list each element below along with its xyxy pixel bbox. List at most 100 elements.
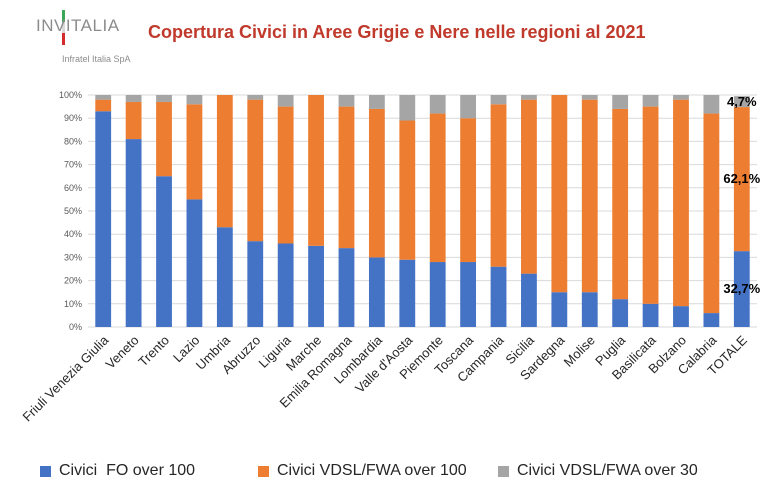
legend-item: Civici VDSL/FWA over 30 <box>498 462 698 480</box>
legend-label: Civici VDSL/FWA over 100 <box>277 462 467 479</box>
y-tick-label: 80% <box>64 136 82 146</box>
bar-segment-series-2 <box>338 95 355 107</box>
bar-segment-series-0 <box>399 259 416 327</box>
y-tick-label: 10% <box>64 299 82 309</box>
bar-segment-series-1 <box>551 95 568 293</box>
y-tick-label: 20% <box>64 276 82 286</box>
bar-segment-series-0 <box>186 199 203 327</box>
bar-segment-series-1 <box>95 99 112 112</box>
data-label: 62,1% <box>723 171 760 186</box>
y-tick-label: 60% <box>64 183 82 193</box>
bar-segment-series-2 <box>186 95 203 105</box>
bar-segment-series-1 <box>490 104 507 267</box>
logo-white-stripe <box>62 21 65 34</box>
y-axis-ticks: 0% 10% 20% 30% 40% 50% 60% 70% 80% 90% 100% <box>59 90 82 332</box>
bar-segment-series-0 <box>216 227 233 327</box>
bar-segment-series-0 <box>460 262 477 327</box>
logo-subtitle: Infratel Italia SpA <box>62 54 131 64</box>
bar-segment-series-0 <box>156 176 172 327</box>
legend-item: Civici FO over 100 <box>40 462 195 480</box>
stacked-bar-chart: 0% 10% 20% 30% 40% 50% 60% 70% 80% 90% 100% Friuli… <box>19 90 760 424</box>
bar-segment-series-2 <box>277 95 294 107</box>
y-tick-label: 100% <box>59 90 82 100</box>
bar-segment-series-1 <box>612 108 629 300</box>
x-category-label: Trento <box>135 333 172 370</box>
data-label: 32,7% <box>723 281 760 296</box>
bar-segment-series-0 <box>95 111 112 328</box>
bar-segment-series-2 <box>429 95 446 114</box>
bar-segment-series-1 <box>399 120 416 260</box>
legend-label: Civici FO over 100 <box>59 462 196 479</box>
legend-item: Civici VDSL/FWA over 100 <box>258 462 467 480</box>
bar-segment-series-1 <box>581 99 598 293</box>
logo-green-stripe <box>62 10 65 22</box>
bar-segment-series-2 <box>612 95 629 109</box>
bar-segment-series-2 <box>399 95 416 121</box>
y-tick-label: 70% <box>64 160 82 170</box>
bar-segment-series-0 <box>247 241 264 327</box>
chart-legend: Civici FO over 100 Civici VDSL/FWA over 1… <box>40 462 740 484</box>
y-tick-label: 0% <box>69 322 82 332</box>
bar-segment-series-1 <box>673 99 689 307</box>
bar-segment-series-1 <box>521 99 537 274</box>
bar-segment-series-2 <box>156 95 172 102</box>
x-category-label: Friuli Venezia Giulia <box>19 332 111 424</box>
bar-segment-series-0 <box>429 262 446 327</box>
y-tick-label: 50% <box>64 206 82 216</box>
bar-segment-series-0 <box>673 306 689 327</box>
y-tick-label: 30% <box>64 252 82 262</box>
bar-segment-series-0 <box>642 303 659 327</box>
bar-segment-series-2 <box>581 95 598 100</box>
bars-layer <box>95 95 750 328</box>
bar-segment-series-1 <box>216 95 233 228</box>
bar-segment-series-2 <box>521 95 537 100</box>
x-category-label: Veneto <box>102 333 141 372</box>
bar-segment-series-1 <box>733 107 750 252</box>
bar-segment-series-2 <box>125 95 142 102</box>
data-label: 4,7% <box>727 94 757 109</box>
bar-segment-series-2 <box>247 95 264 100</box>
bar-segment-series-0 <box>125 139 142 327</box>
bar-segment-series-1 <box>277 106 294 244</box>
bar-segment-series-1 <box>460 118 477 263</box>
bar-segment-series-2 <box>368 95 385 109</box>
bar-segment-series-0 <box>581 292 598 327</box>
bar-segment-series-0 <box>703 313 720 327</box>
bar-segment-series-2 <box>460 95 477 119</box>
bar-segment-series-0 <box>733 251 750 327</box>
bar-segment-series-1 <box>368 108 385 258</box>
bar-segment-series-1 <box>308 95 324 246</box>
bar-segment-series-2 <box>95 95 112 100</box>
bar-segment-series-2 <box>673 95 689 100</box>
bar-segment-series-2 <box>642 95 659 107</box>
bar-segment-series-2 <box>490 95 507 105</box>
bar-segment-series-0 <box>368 257 385 327</box>
legend-swatch <box>498 465 509 477</box>
bar-segment-series-1 <box>125 101 142 140</box>
bar-segment-series-0 <box>490 266 507 327</box>
bar-segment-series-1 <box>642 106 659 304</box>
legend-swatch <box>40 465 51 477</box>
bar-segment-series-0 <box>612 299 629 327</box>
y-tick-label: 40% <box>64 229 82 239</box>
bar-segment-series-1 <box>156 101 172 177</box>
bar-segment-series-0 <box>551 292 568 327</box>
bar-segment-series-2 <box>733 96 750 108</box>
logo-tricolor-mark <box>62 10 65 45</box>
bar-segment-series-0 <box>308 245 324 327</box>
logo-name: INVITALIA <box>36 16 120 35</box>
legend-label: Civici VDSL/FWA over 30 <box>517 462 698 479</box>
chart-title: Copertura Civici in Aree Grigie e Nere n… <box>148 22 646 42</box>
bar-segment-series-1 <box>338 106 355 249</box>
bar-segment-series-1 <box>429 113 446 263</box>
x-category-label: Molise <box>561 333 598 370</box>
bar-segment-series-0 <box>521 273 537 327</box>
bar-segment-series-1 <box>247 99 264 242</box>
bar-segment-series-1 <box>703 113 720 314</box>
bar-segment-series-0 <box>338 248 355 327</box>
legend-swatch <box>258 465 269 477</box>
y-tick-label: 90% <box>64 113 82 123</box>
bar-segment-series-2 <box>703 95 720 114</box>
bar-segment-series-0 <box>277 243 294 327</box>
annotations-layer: 4,7% 62,1% 32,7% <box>723 94 760 296</box>
